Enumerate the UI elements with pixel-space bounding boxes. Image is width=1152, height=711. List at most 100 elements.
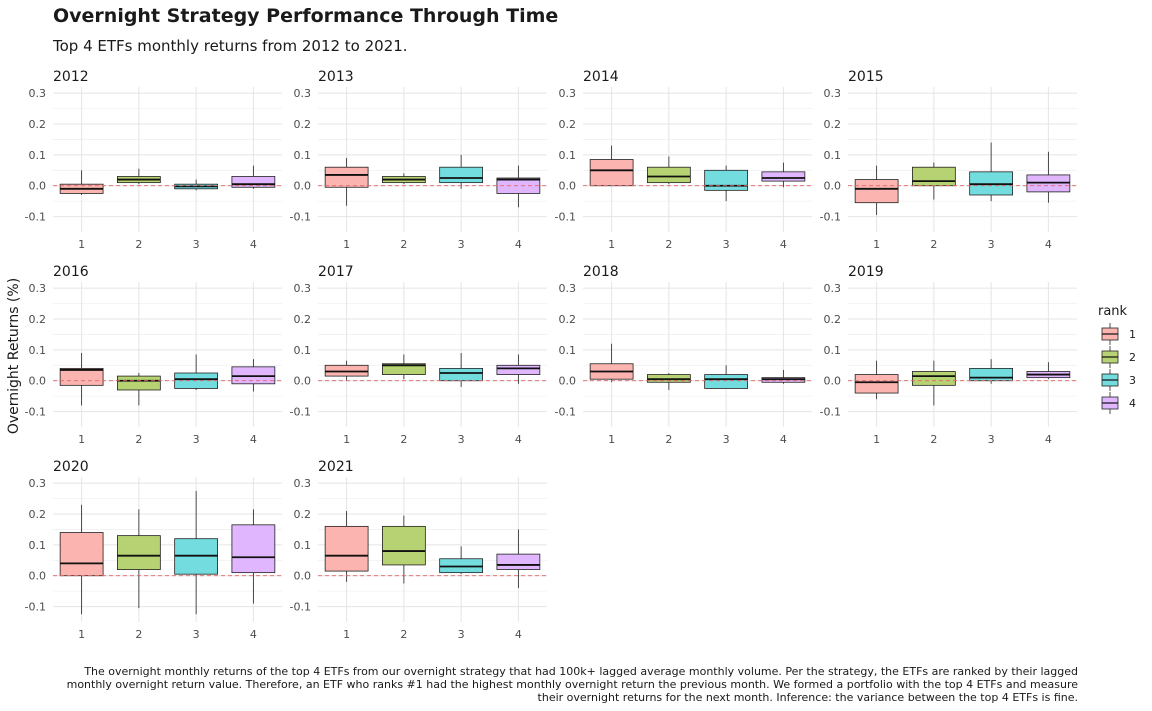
y-tick-label: 0.2 xyxy=(29,508,47,521)
legend-label: 4 xyxy=(1129,397,1136,410)
facet-label: 2016 xyxy=(53,264,89,280)
x-tick-label: 4 xyxy=(250,433,257,446)
x-tick-label: 2 xyxy=(400,433,407,446)
y-tick-label: 0.2 xyxy=(29,118,47,131)
facet-panel-2014: 2014 -0.1 0.0 0.1 0.2 0.3 1 2 3 4 xyxy=(555,69,812,251)
box-body xyxy=(912,371,956,386)
x-tick-label: 1 xyxy=(608,238,615,251)
chart-caption: The overnight monthly returns of the top… xyxy=(66,665,1078,704)
box-rank-2 xyxy=(117,168,161,185)
y-tick-label: 0.1 xyxy=(559,149,577,162)
y-tick-label: -0.1 xyxy=(820,406,841,419)
x-tick-label: 3 xyxy=(723,433,730,446)
box-rank-3 xyxy=(439,352,483,387)
y-tick-label: 0.3 xyxy=(559,282,577,295)
y-tick-label: 0.0 xyxy=(294,180,312,193)
y-tick-label: -0.1 xyxy=(25,601,46,614)
box-rank-3 xyxy=(174,179,218,191)
y-tick-label: 0.2 xyxy=(559,118,577,131)
box-body xyxy=(324,525,369,572)
legend-label: 3 xyxy=(1129,374,1136,387)
y-tick-label: -0.1 xyxy=(25,211,46,224)
box-rank-1 xyxy=(59,504,104,615)
y-tick-label: 0.3 xyxy=(294,87,312,100)
box-rank-1 xyxy=(854,165,899,216)
y-tick-label: 0.1 xyxy=(294,539,312,552)
chart-title: Overnight Strategy Performance Through T… xyxy=(53,5,559,27)
facet-label: 2019 xyxy=(848,264,884,280)
x-tick-label: 4 xyxy=(780,433,787,446)
y-tick-label: -0.1 xyxy=(290,211,311,224)
y-tick-label: -0.1 xyxy=(25,406,46,419)
legend-title: rank xyxy=(1098,304,1128,319)
y-tick-label: 0.0 xyxy=(559,375,577,388)
legend-key-1: 1 xyxy=(1101,323,1136,345)
box-rank-3 xyxy=(439,546,483,575)
box-body xyxy=(231,524,276,574)
legend-key-4: 4 xyxy=(1101,392,1136,414)
x-tick-label: 1 xyxy=(343,628,350,641)
x-tick-label: 3 xyxy=(193,628,200,641)
x-tick-label: 2 xyxy=(930,433,937,446)
box-body xyxy=(496,553,541,570)
box-rank-4 xyxy=(496,165,541,208)
box-body xyxy=(439,367,483,382)
facet-label: 2018 xyxy=(583,264,619,280)
x-tick-label: 4 xyxy=(780,238,787,251)
box-rank-4 xyxy=(496,354,541,384)
y-tick-label: 0.3 xyxy=(29,87,47,100)
facet-panel-2019: 2019 -0.1 0.0 0.1 0.2 0.3 1 2 3 4 xyxy=(820,264,1077,446)
y-tick-label: 0.1 xyxy=(29,149,47,162)
y-tick-label: 0.2 xyxy=(824,118,842,131)
box-rank-4 xyxy=(1026,151,1071,203)
x-tick-label: 3 xyxy=(988,433,995,446)
box-rank-4 xyxy=(231,359,276,392)
y-tick-label: 0.1 xyxy=(29,344,47,357)
x-tick-label: 2 xyxy=(665,433,672,446)
box-body xyxy=(382,525,426,566)
y-tick-label: 0.0 xyxy=(824,375,842,388)
box-body xyxy=(231,176,276,188)
chart-subtitle: Top 4 ETFs monthly returns from 2012 to … xyxy=(53,37,408,55)
facet-label: 2017 xyxy=(318,264,354,280)
box-body xyxy=(324,166,369,188)
box-body xyxy=(761,171,806,182)
x-tick-label: 3 xyxy=(193,433,200,446)
box-rank-2 xyxy=(912,162,956,200)
legend-key-3: 3 xyxy=(1101,369,1136,391)
x-tick-label: 1 xyxy=(343,238,350,251)
x-tick-label: 3 xyxy=(458,628,465,641)
y-tick-label: 0.2 xyxy=(294,118,312,131)
x-tick-label: 4 xyxy=(250,238,257,251)
x-tick-label: 4 xyxy=(515,433,522,446)
box-rank-3 xyxy=(174,354,218,390)
x-tick-label: 2 xyxy=(665,238,672,251)
box-rank-2 xyxy=(647,156,691,185)
x-tick-label: 2 xyxy=(400,628,407,641)
x-tick-label: 2 xyxy=(400,238,407,251)
facet-label: 2021 xyxy=(318,459,354,475)
box-rank-3 xyxy=(704,165,748,202)
legend-label: 2 xyxy=(1129,351,1136,364)
x-tick-label: 3 xyxy=(723,238,730,251)
box-body xyxy=(382,363,426,375)
facet-panel-2018: 2018 -0.1 0.0 0.1 0.2 0.3 1 2 3 4 xyxy=(555,264,812,446)
facet-label: 2020 xyxy=(53,459,89,475)
y-tick-label: 0.1 xyxy=(559,344,577,357)
facet-panel-2016: 2016 -0.1 0.0 0.1 0.2 0.3 1 2 3 4 xyxy=(25,264,282,446)
y-tick-label: 0.0 xyxy=(294,570,312,583)
x-tick-label: 3 xyxy=(458,238,465,251)
x-tick-label: 1 xyxy=(78,238,85,251)
y-tick-label: -0.1 xyxy=(555,211,576,224)
box-rank-3 xyxy=(704,365,748,389)
box-rank-1 xyxy=(59,352,104,406)
x-tick-label: 2 xyxy=(135,433,142,446)
y-tick-label: 0.3 xyxy=(824,87,842,100)
y-tick-label: -0.1 xyxy=(290,406,311,419)
y-tick-label: 0.3 xyxy=(294,282,312,295)
facet-panel-2017: 2017 -0.1 0.0 0.1 0.2 0.3 1 2 3 4 xyxy=(290,264,547,446)
box-body xyxy=(496,364,541,375)
y-tick-label: 0.0 xyxy=(559,180,577,193)
facet-panel-2015: 2015 -0.1 0.0 0.1 0.2 0.3 1 2 3 4 xyxy=(820,69,1077,251)
